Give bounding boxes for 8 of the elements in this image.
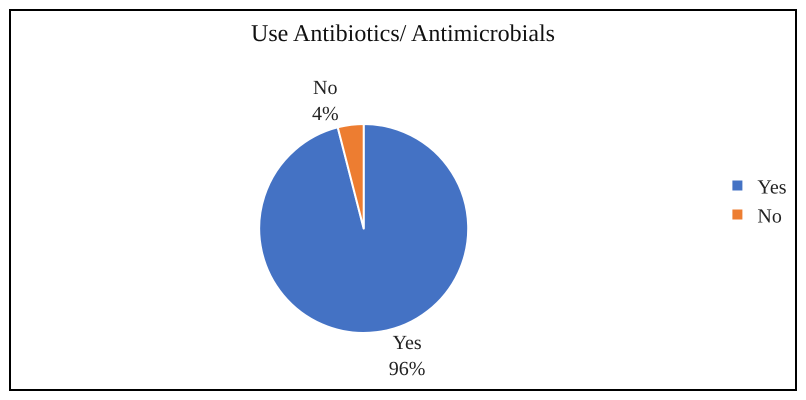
data-label: 96% xyxy=(388,358,426,380)
pie-slice xyxy=(258,123,470,334)
slice-label: No xyxy=(313,77,338,100)
data-label: 4% xyxy=(312,103,339,126)
chart-title: Use Antibiotics/ Antimicrobials xyxy=(251,20,555,47)
legend-label: No xyxy=(757,205,782,228)
slice-label: Yes xyxy=(392,332,422,354)
legend-label: Yes xyxy=(757,176,787,198)
